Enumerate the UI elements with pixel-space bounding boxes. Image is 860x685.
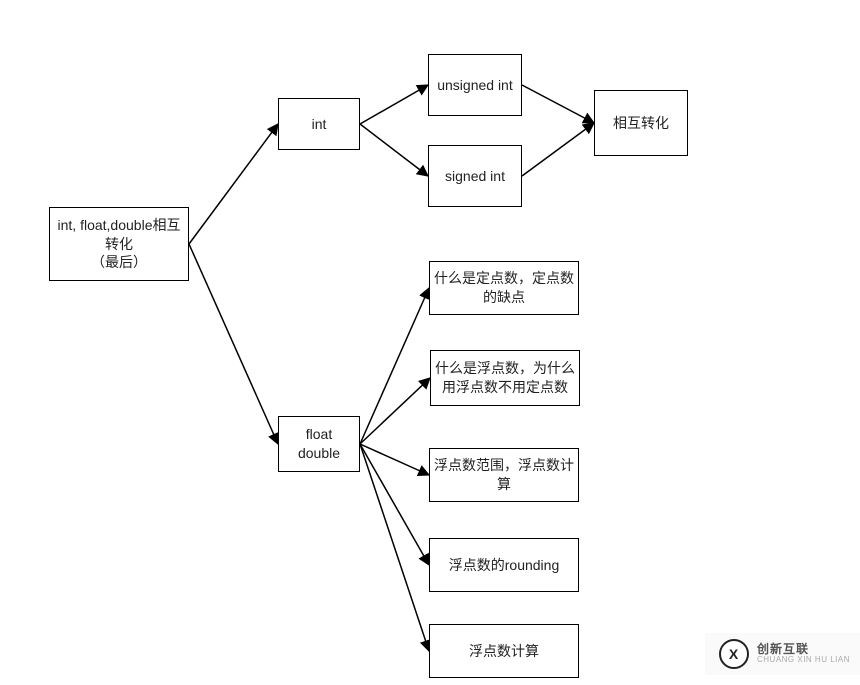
edge-uint-convert	[522, 85, 594, 123]
edge-root-float	[189, 244, 278, 444]
node-label: 相互转化	[613, 114, 669, 133]
watermark-logo-icon: X	[719, 639, 749, 669]
node-f1: 什么是定点数，定点数的缺点	[429, 261, 579, 315]
watermark: X 创新互联 CHUANG XIN HU LIAN	[705, 633, 860, 675]
edge-int-sint	[360, 124, 428, 176]
node-label: unsigned int	[437, 76, 513, 95]
node-label: 浮点数计算	[469, 642, 539, 661]
node-sint: signed int	[428, 145, 522, 207]
edge-sint-convert	[522, 123, 594, 176]
edge-float-f1	[360, 288, 429, 444]
edge-float-f4	[360, 444, 429, 565]
edge-root-int	[189, 124, 278, 244]
node-uint: unsigned int	[428, 54, 522, 116]
watermark-text-en: CHUANG XIN HU LIAN	[757, 656, 850, 665]
node-convert: 相互转化	[594, 90, 688, 156]
edge-float-f5	[360, 444, 429, 651]
node-label: 什么是浮点数，为什么用浮点数不用定点数	[435, 359, 575, 397]
node-label: int, float,double相互转化 （最后）	[54, 216, 184, 273]
node-f4: 浮点数的rounding	[429, 538, 579, 592]
node-label: signed int	[445, 167, 505, 186]
edge-int-uint	[360, 85, 428, 124]
node-label: 浮点数范围，浮点数计算	[434, 456, 574, 494]
node-label: int	[312, 115, 327, 134]
node-label: 浮点数的rounding	[449, 556, 560, 575]
node-float: float double	[278, 416, 360, 472]
node-f5: 浮点数计算	[429, 624, 579, 678]
node-f3: 浮点数范围，浮点数计算	[429, 448, 579, 502]
edge-float-f3	[360, 444, 429, 475]
node-label: 什么是定点数，定点数的缺点	[434, 269, 574, 307]
edge-float-f2	[360, 378, 430, 444]
node-root: int, float,double相互转化 （最后）	[49, 207, 189, 281]
node-label: float double	[283, 425, 355, 463]
node-int: int	[278, 98, 360, 150]
node-f2: 什么是浮点数，为什么用浮点数不用定点数	[430, 350, 580, 406]
